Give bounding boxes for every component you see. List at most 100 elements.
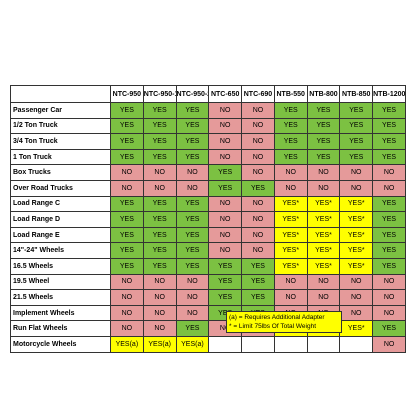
status-cell: YES [273, 102, 308, 119]
status-cell: YES [372, 226, 406, 244]
status-cell: YES* [273, 257, 308, 275]
status-cell: YES* [339, 195, 374, 213]
status-cell: NO [241, 102, 275, 119]
table-row: 3/4 Ton Truck YES YES YES NO NO YES YES YES YES [10, 133, 406, 150]
table-row: 1 Ton Truck YES YES YES NO NO YES YES YES YES [10, 148, 406, 166]
status-cell: NO [372, 335, 406, 353]
table-row: 21.5 Wheels NO NO NO YES YES NO NO NO NO [10, 289, 406, 306]
row-label: 21.5 Wheels [10, 289, 111, 306]
status-cell: NO [208, 226, 243, 244]
table-row: Passenger Car YES YES YES NO NO YES YES YES YES [10, 102, 406, 119]
row-label: 1/2 Ton Truck [10, 117, 111, 135]
status-cell: NO [372, 179, 406, 197]
status-cell: NO [273, 179, 308, 197]
status-cell: YES [273, 133, 308, 150]
status-cell: YES [208, 179, 243, 197]
status-cell: YES [175, 117, 210, 135]
compatibility-table: NTC-950 NTC-950-1 NTC-950-2 NTC-650 NTC-690 N… [10, 85, 406, 353]
row-label: Run Flat Wheels [10, 320, 111, 337]
status-cell: YES [273, 148, 308, 166]
column-header: NTC-950 [110, 85, 144, 103]
status-cell: NO [339, 164, 374, 181]
status-cell: YES [110, 133, 144, 150]
status-cell: YES [241, 257, 275, 275]
row-label: 19.5 Wheel [10, 273, 111, 291]
status-cell: YES* [306, 195, 341, 213]
status-cell: YES [175, 211, 210, 228]
corner-cell [10, 85, 111, 103]
column-header: NTC-950-1 [142, 85, 177, 103]
status-cell: YES [241, 289, 275, 306]
status-cell: NO [142, 320, 177, 337]
row-label: 16.5 Wheels [10, 257, 111, 275]
status-cell: NO [306, 289, 341, 306]
status-cell: YES* [339, 226, 374, 244]
status-cell: YES [142, 102, 177, 119]
status-cell: YES [372, 242, 406, 259]
status-cell: NO [208, 148, 243, 166]
header-row: NTC-950 NTC-950-1 NTC-950-2 NTC-650 NTC-690 N… [10, 85, 406, 103]
table-row: Motorcycle Wheels YES(a) YES(a) YES(a) NO [10, 335, 406, 353]
status-cell: YES [110, 226, 144, 244]
status-cell: NO [273, 289, 308, 306]
status-cell: YES [110, 242, 144, 259]
table-row: 19.5 Wheel NO NO NO YES YES NO NO NO NO [10, 273, 406, 291]
row-label: Implement Wheels [10, 304, 111, 322]
status-cell: NO [372, 273, 406, 291]
status-cell: YES [142, 226, 177, 244]
status-cell: YES* [306, 211, 341, 228]
status-cell: YES [142, 242, 177, 259]
status-cell: YES [142, 257, 177, 275]
row-label: Load Range D [10, 211, 111, 228]
status-cell: YES* [339, 320, 374, 337]
column-header: NTB-800 [306, 85, 341, 103]
status-cell: YES* [273, 195, 308, 213]
status-cell: YES* [273, 211, 308, 228]
status-cell: NO [241, 211, 275, 228]
status-cell: NO [175, 289, 210, 306]
status-cell: NO [339, 289, 374, 306]
status-cell: NO [339, 273, 374, 291]
empty-cell [273, 335, 308, 353]
status-cell: NO [306, 164, 341, 181]
status-cell: YES [175, 242, 210, 259]
table-row: Load Range E YES YES YES NO NO YES* YES* YES* YES [10, 226, 406, 244]
status-cell: NO [208, 117, 243, 135]
status-cell: YES [142, 148, 177, 166]
table-row: 14"-24" Wheels YES YES YES NO NO YES* YES* YES* Y… [10, 242, 406, 259]
status-cell: NO [241, 226, 275, 244]
status-cell: YES [175, 195, 210, 213]
status-cell: NO [241, 195, 275, 213]
row-label: Load Range E [10, 226, 111, 244]
status-cell: NO [372, 289, 406, 306]
status-cell: NO [110, 289, 144, 306]
status-cell: YES* [339, 242, 374, 259]
status-cell: NO [241, 164, 275, 181]
status-cell: NO [273, 164, 308, 181]
status-cell: NO [175, 179, 210, 197]
table-body: Passenger Car YES YES YES NO NO YES YES YES YES 1/… [10, 102, 406, 353]
status-cell: YES [306, 102, 341, 119]
note: (a) = Requires Additional Adapter [229, 314, 325, 321]
status-cell: YES [372, 320, 406, 337]
status-cell: YES(a) [142, 335, 177, 353]
status-cell: NO [241, 133, 275, 150]
status-cell: YES* [306, 257, 341, 275]
status-cell: NO [208, 195, 243, 213]
status-cell: YES [208, 289, 243, 306]
status-cell: YES [372, 211, 406, 228]
status-cell: NO [110, 304, 144, 322]
column-header: NTB-850 [339, 85, 374, 103]
status-cell: YES [110, 195, 144, 213]
status-cell: YES [273, 117, 308, 135]
table-row: Box Trucks NO NO NO YES NO NO NO NO NO [10, 164, 406, 181]
row-label: Passenger Car [10, 102, 111, 119]
status-cell: NO [372, 304, 406, 322]
table-row: 16.5 Wheels YES YES YES YES YES YES* YES* YES* YE… [10, 257, 406, 275]
status-cell: NO [241, 242, 275, 259]
status-cell: YES [339, 117, 374, 135]
row-label: Over Road Trucks [10, 179, 111, 197]
status-cell: YES* [339, 257, 374, 275]
row-label: Load Range C [10, 195, 111, 213]
